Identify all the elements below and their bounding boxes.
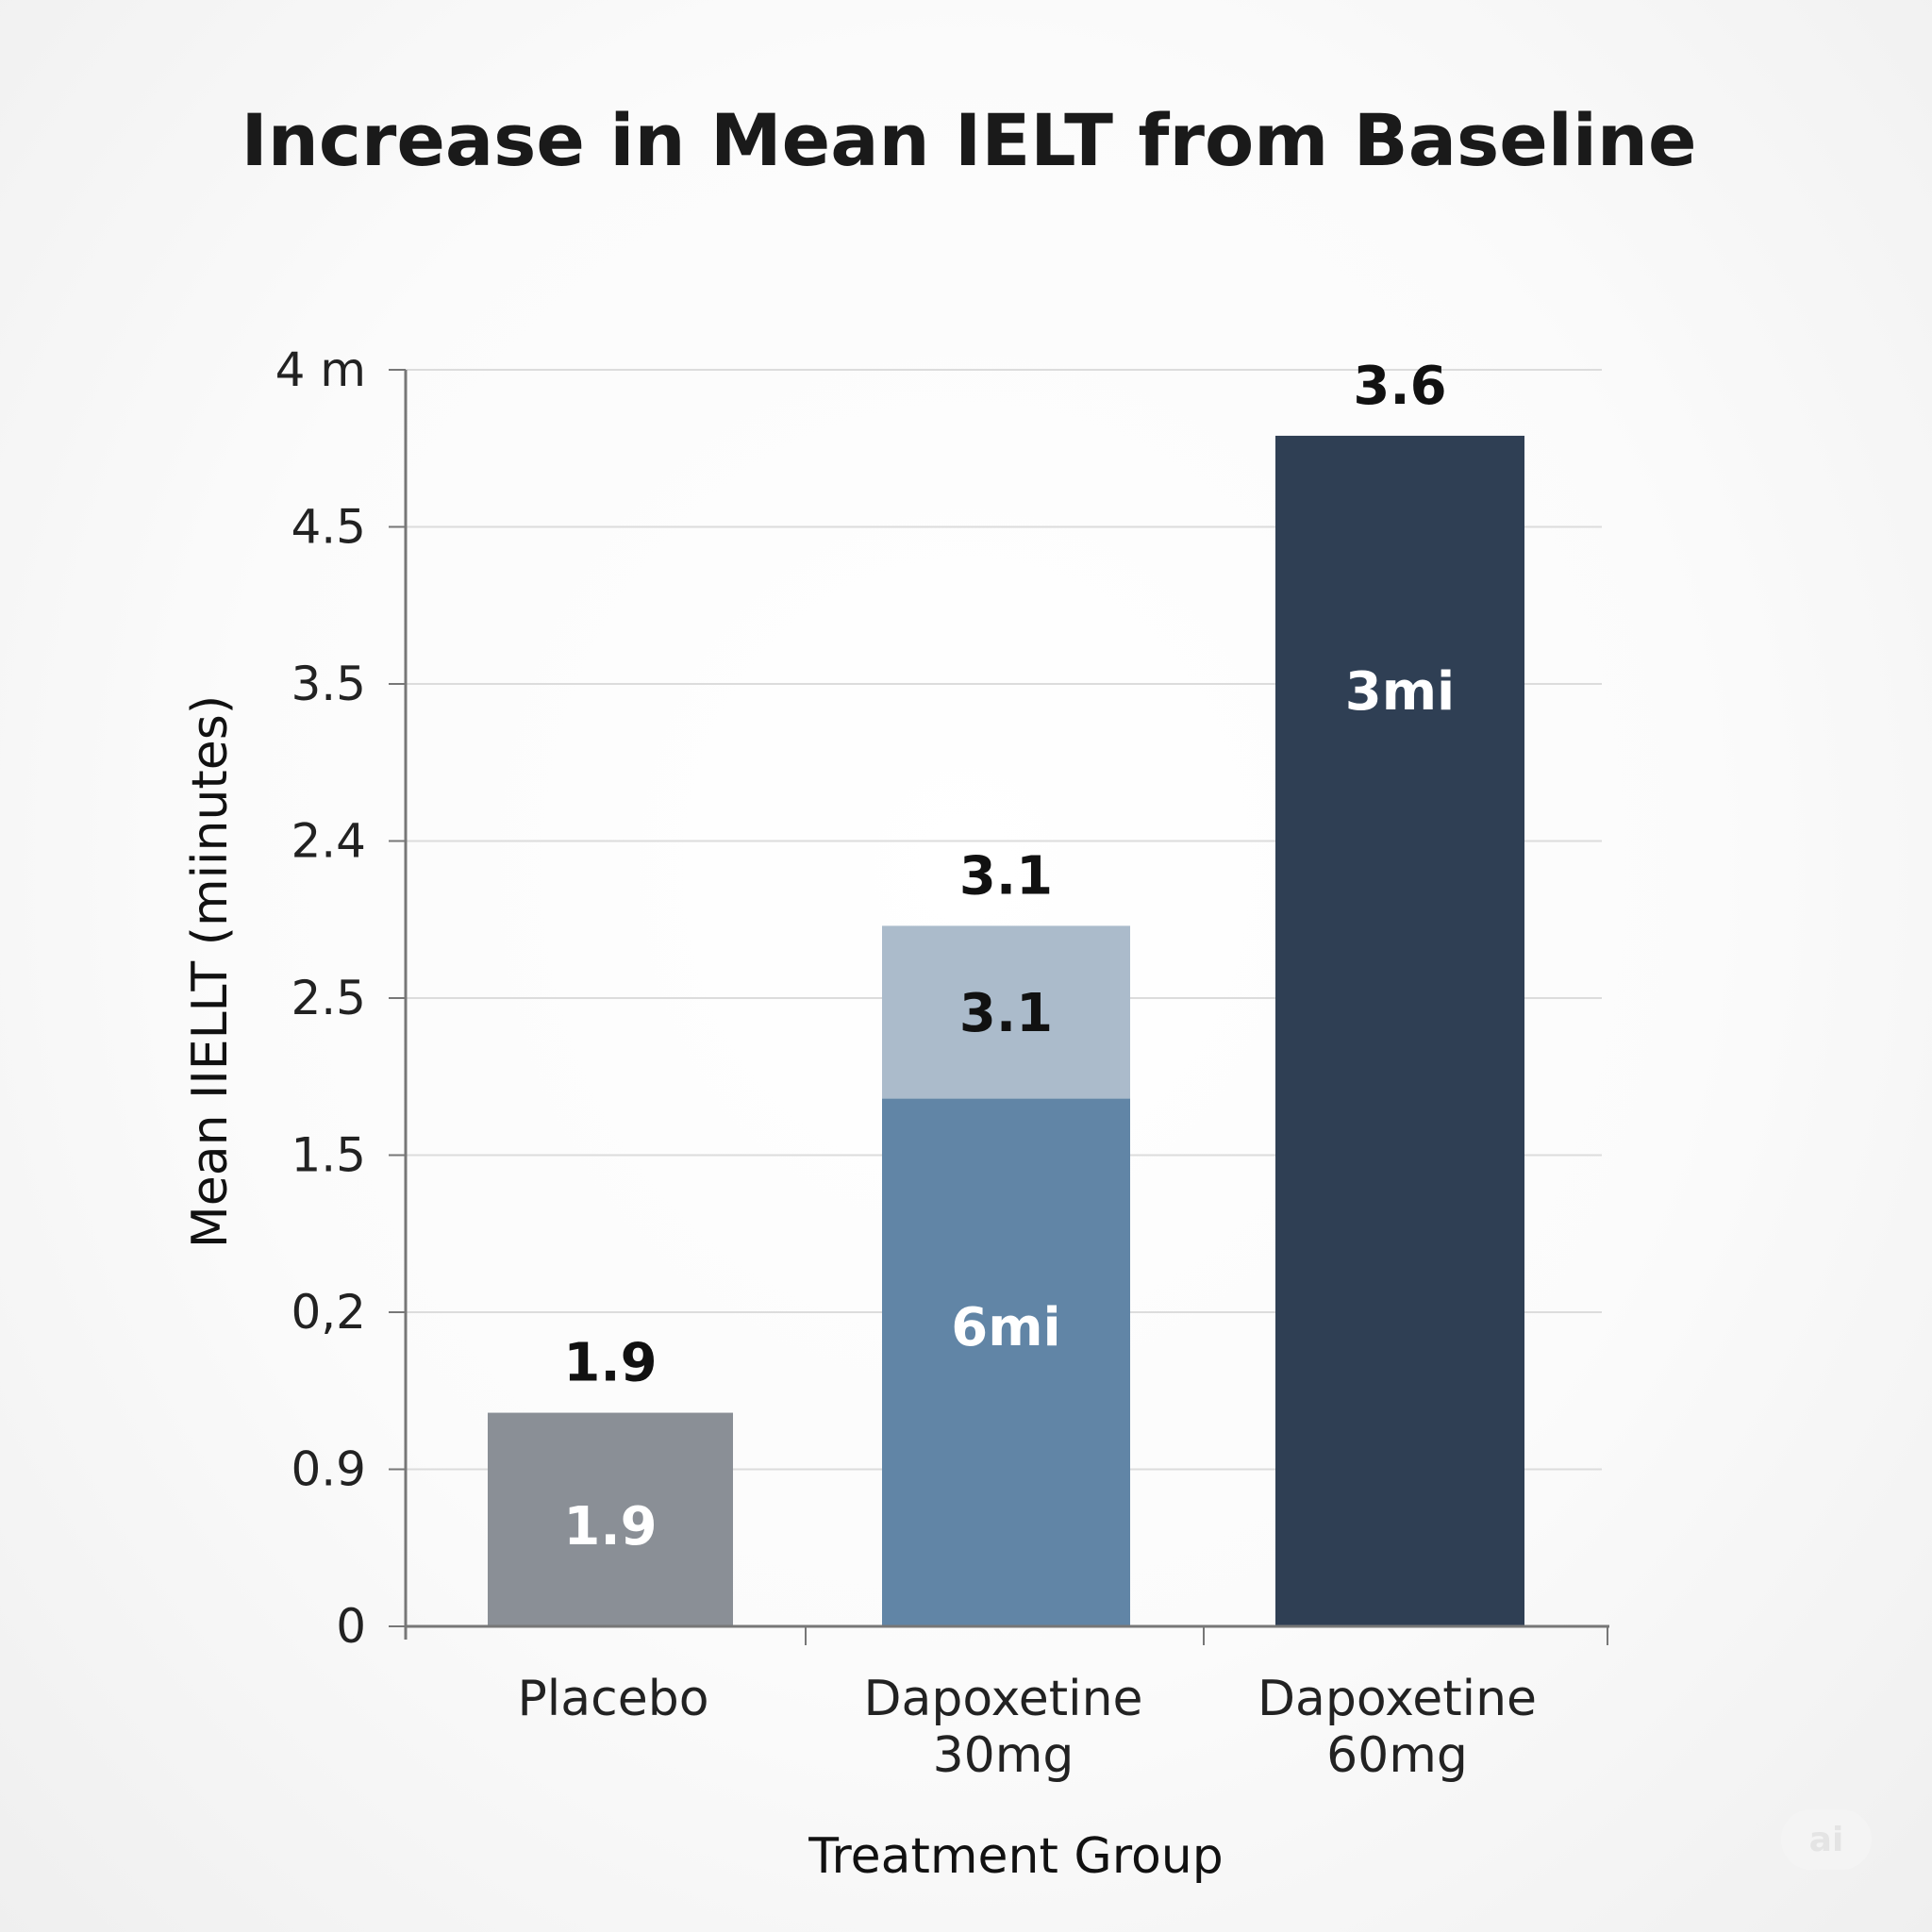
bar-value-label: 3.1 (959, 845, 1053, 907)
bar-value-label: 3.6 (1353, 356, 1446, 417)
y-tick-label: 2.4 (291, 814, 366, 869)
x-axis-title: Treatment Group (808, 1828, 1223, 1885)
y-tick-label: 4 m (275, 342, 366, 397)
bar-segment (1275, 435, 1524, 1627)
x-category-label: Dapoxetine (1257, 1671, 1537, 1727)
y-tick-label: 0,2 (291, 1285, 366, 1340)
bar-inner-label: 1.9 (563, 1496, 657, 1557)
bar-inner-label: 6mi (951, 1297, 1061, 1358)
bar-segment (882, 1098, 1130, 1626)
y-tick-label: 3.5 (291, 657, 366, 711)
y-tick-label: 4.5 (291, 500, 366, 555)
chart-title: Increase in Mean IELT from Baseline (241, 98, 1696, 182)
x-category-label: Placebo (517, 1671, 708, 1727)
y-tick-label: 0 (336, 1599, 366, 1654)
x-category-label: 60mg (1326, 1727, 1468, 1784)
bar-inner-label: 3mi (1345, 661, 1456, 723)
y-tick-label: 2.5 (291, 971, 366, 1025)
watermark-text: ai (1809, 1821, 1844, 1859)
y-axis-title: Mean IIELLT (miinutes) (182, 695, 239, 1248)
bar-inner-label: 3.1 (959, 983, 1053, 1044)
bar-value-label: 1.9 (563, 1333, 657, 1394)
bar-segment (488, 1412, 733, 1626)
bar-segment (882, 925, 1130, 1099)
y-tick-label: 1.5 (291, 1128, 366, 1183)
watermark: ai (1781, 1809, 1872, 1870)
y-tick-label: 0.9 (291, 1442, 366, 1497)
x-category-label: 30mg (933, 1727, 1074, 1784)
x-category-label: Dapoxetine (863, 1671, 1142, 1727)
